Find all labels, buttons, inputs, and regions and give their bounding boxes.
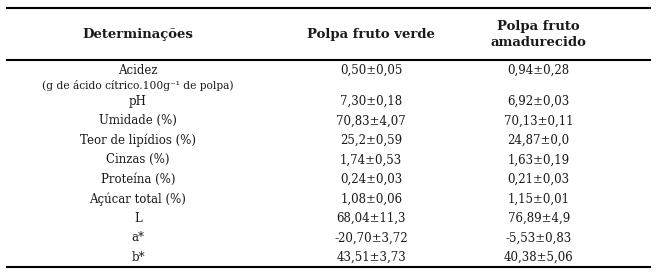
Text: Polpa fruto
amadurecido: Polpa fruto amadurecido bbox=[491, 20, 587, 49]
Text: 0,24±0,03: 0,24±0,03 bbox=[340, 173, 402, 186]
Text: 1,63±0,19: 1,63±0,19 bbox=[508, 153, 570, 166]
Text: 43,51±3,73: 43,51±3,73 bbox=[336, 251, 406, 264]
Text: 68,04±11,3: 68,04±11,3 bbox=[336, 212, 406, 225]
Text: pH: pH bbox=[129, 95, 147, 108]
Text: Proteína (%): Proteína (%) bbox=[101, 173, 175, 186]
Text: Teor de lipídios (%): Teor de lipídios (%) bbox=[80, 133, 196, 147]
Text: L: L bbox=[134, 212, 142, 225]
Text: Açúcar total (%): Açúcar total (%) bbox=[89, 192, 187, 206]
Text: b*: b* bbox=[131, 251, 145, 264]
Text: 24,87±0,0: 24,87±0,0 bbox=[508, 134, 570, 147]
Text: 1,08±0,06: 1,08±0,06 bbox=[340, 192, 402, 205]
Text: a*: a* bbox=[131, 231, 145, 244]
Text: Determinações: Determinações bbox=[83, 28, 193, 41]
Text: (g de ácido cítrico.100g⁻¹ de polpa): (g de ácido cítrico.100g⁻¹ de polpa) bbox=[42, 80, 234, 91]
Text: 0,94±0,28: 0,94±0,28 bbox=[508, 64, 570, 76]
Text: 76,89±4,9: 76,89±4,9 bbox=[508, 212, 570, 225]
Text: 0,50±0,05: 0,50±0,05 bbox=[340, 64, 402, 76]
Text: Acidez: Acidez bbox=[118, 64, 158, 76]
Text: 25,2±0,59: 25,2±0,59 bbox=[340, 134, 402, 147]
Text: 70,13±0,11: 70,13±0,11 bbox=[504, 114, 574, 127]
Text: 1,15±0,01: 1,15±0,01 bbox=[508, 192, 570, 205]
Text: 0,21±0,03: 0,21±0,03 bbox=[508, 173, 570, 186]
Text: 70,83±4,07: 70,83±4,07 bbox=[336, 114, 406, 127]
Text: 40,38±5,06: 40,38±5,06 bbox=[504, 251, 574, 264]
Text: Umidade (%): Umidade (%) bbox=[99, 114, 177, 127]
Text: 7,30±0,18: 7,30±0,18 bbox=[340, 95, 402, 108]
Text: 6,92±0,03: 6,92±0,03 bbox=[508, 95, 570, 108]
Text: Cinzas (%): Cinzas (%) bbox=[106, 153, 170, 166]
Text: -20,70±3,72: -20,70±3,72 bbox=[334, 231, 408, 244]
Text: 1,74±0,53: 1,74±0,53 bbox=[340, 153, 402, 166]
Text: -5,53±0,83: -5,53±0,83 bbox=[506, 231, 572, 244]
Text: Polpa fruto verde: Polpa fruto verde bbox=[307, 28, 435, 41]
